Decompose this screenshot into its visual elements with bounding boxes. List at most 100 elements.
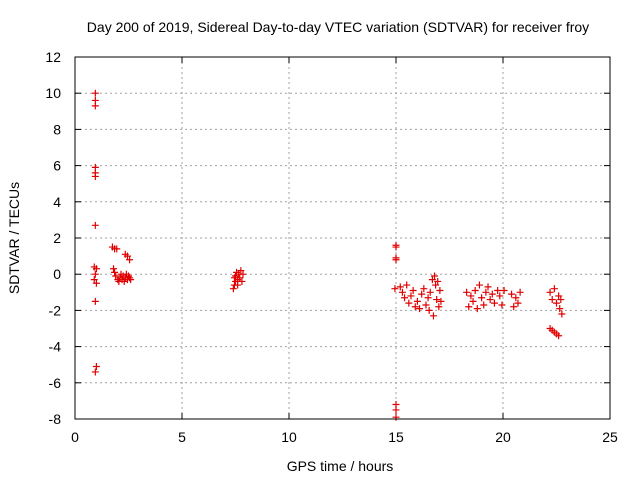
data-point	[112, 272, 120, 280]
data-point	[238, 277, 246, 285]
data-point	[392, 243, 400, 251]
data-point	[401, 294, 409, 302]
data-point	[512, 294, 520, 302]
data-point	[436, 286, 444, 294]
plot-frame	[74, 56, 611, 420]
data-point	[467, 292, 475, 300]
data-point	[486, 296, 494, 304]
data-point	[420, 285, 428, 293]
data-point	[433, 296, 441, 304]
data-point	[407, 292, 415, 300]
data-point	[469, 297, 477, 305]
y-tick-label: 4	[53, 194, 61, 210]
y-tick-label: -6	[49, 375, 62, 391]
data-point	[416, 305, 424, 313]
data-point	[510, 303, 518, 311]
data-point	[392, 406, 400, 414]
y-tick-label: -2	[49, 302, 62, 318]
data-point	[482, 288, 490, 296]
data-point	[411, 303, 419, 311]
data-point	[92, 265, 100, 273]
data-point	[556, 305, 564, 313]
data-point	[237, 267, 245, 275]
data-point	[546, 288, 554, 296]
data-point	[418, 290, 426, 298]
data-point	[392, 256, 400, 264]
y-tick-label: 0	[53, 266, 61, 282]
data-point	[398, 288, 406, 296]
data-point	[514, 299, 522, 307]
y-tick-label: 10	[45, 85, 61, 101]
data-point	[488, 290, 496, 298]
data-point	[123, 252, 131, 260]
x-tick-label: 0	[71, 429, 79, 445]
data-point	[229, 285, 237, 293]
data-point	[405, 299, 413, 307]
y-tick-label: 6	[53, 158, 61, 174]
data-point	[500, 286, 508, 294]
data-point	[555, 292, 563, 300]
data-point	[498, 301, 506, 309]
y-axis: -8 -6 -4 -2 0 2 4 6 8 10 12	[45, 49, 610, 427]
data-point	[230, 274, 238, 282]
chart-title: Day 200 of 2019, Sidereal Day-to-day VTE…	[87, 19, 589, 35]
y-tick-label: -4	[49, 339, 62, 355]
data-point	[396, 283, 404, 291]
data-point	[91, 297, 99, 305]
data-point	[434, 277, 442, 285]
data-point	[424, 294, 432, 302]
grid	[75, 57, 610, 419]
data-point	[91, 89, 99, 97]
data-point	[428, 276, 436, 284]
data-point	[91, 270, 99, 278]
y-tick-label: 2	[53, 230, 61, 246]
x-tick-label: 15	[388, 429, 404, 445]
data-point	[432, 281, 440, 289]
data-point	[127, 276, 135, 284]
data-point	[463, 288, 471, 296]
data-point	[480, 301, 488, 309]
data-point	[494, 286, 502, 294]
data-point	[111, 268, 119, 276]
x-tick-label: 10	[281, 429, 297, 445]
data-point	[91, 368, 99, 376]
data-point	[437, 297, 445, 305]
x-axis: 0 5 10 15 20 25	[71, 57, 618, 445]
data-point	[422, 301, 430, 309]
data-point	[553, 299, 560, 307]
data-point	[403, 281, 411, 289]
data-point	[490, 299, 498, 307]
x-tick-label: 5	[178, 429, 186, 445]
data-point	[429, 312, 437, 320]
data-point	[392, 413, 400, 421]
data-point	[478, 294, 486, 302]
data-point	[475, 281, 483, 289]
data-point	[426, 288, 434, 296]
data-point	[234, 281, 242, 289]
data-point	[239, 270, 247, 278]
data-point	[465, 303, 473, 311]
x-axis-label: GPS time / hours	[287, 458, 394, 474]
data-point	[91, 102, 99, 110]
data-point	[548, 296, 556, 304]
data-point	[425, 306, 433, 314]
data-point	[496, 292, 504, 300]
x-tick-label: 20	[495, 429, 511, 445]
data-point	[484, 283, 492, 291]
data-point	[435, 303, 443, 311]
data-point	[508, 290, 516, 298]
data-series	[90, 89, 566, 421]
data-point	[550, 285, 558, 293]
data-point	[91, 172, 99, 180]
data-point	[126, 256, 134, 264]
data-point	[558, 310, 566, 318]
data-point	[391, 285, 399, 293]
y-tick-label: 12	[45, 49, 61, 65]
data-point	[110, 265, 118, 273]
data-point	[409, 286, 417, 294]
data-point	[473, 305, 481, 313]
data-point	[431, 272, 439, 280]
y-tick-label: 8	[53, 121, 61, 137]
y-axis-label: SDTVAR / TECUs	[6, 182, 22, 294]
